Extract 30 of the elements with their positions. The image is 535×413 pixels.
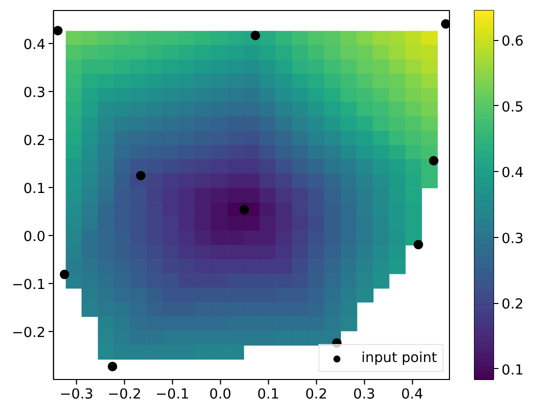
point bbox=[136, 170, 146, 180]
x-tick-label: 0.0 bbox=[209, 386, 232, 402]
y-tick-label: 0.0 bbox=[23, 229, 46, 246]
y-tick-label: 0.4 bbox=[23, 37, 46, 54]
y-tick-label: 0.2 bbox=[23, 133, 46, 150]
point bbox=[440, 19, 450, 29]
color-bar-label: 0.3 bbox=[502, 230, 524, 247]
x-tick-label: 0.2 bbox=[305, 386, 328, 402]
x-tick-label: −0.2 bbox=[108, 386, 142, 402]
x-tick-label: 0.3 bbox=[353, 386, 376, 402]
legend-label: input point bbox=[361, 350, 437, 366]
point bbox=[60, 270, 70, 280]
point bbox=[54, 26, 63, 36]
color-bar-label: 0.5 bbox=[502, 99, 524, 116]
y-tick-label: −0.1 bbox=[12, 277, 46, 294]
x-tick-label: 0.4 bbox=[401, 386, 424, 402]
color-bar-label: 0.6 bbox=[502, 34, 524, 50]
y-tick-label: −0.2 bbox=[12, 325, 46, 342]
y-tick-label: 0.1 bbox=[23, 181, 46, 198]
x-tick-label: −0.1 bbox=[156, 386, 190, 402]
point bbox=[240, 204, 250, 214]
y-tick-label: 0.3 bbox=[23, 85, 46, 102]
point bbox=[428, 156, 438, 166]
point bbox=[108, 362, 118, 372]
point bbox=[414, 240, 424, 250]
x-tick-label: 0.1 bbox=[257, 386, 280, 402]
x-tick-label: −0.3 bbox=[60, 386, 94, 402]
color-bar-label: 0.4 bbox=[502, 165, 524, 182]
color-bar-label: 0.2 bbox=[502, 296, 524, 313]
color-bar-label: 0.1 bbox=[502, 362, 524, 378]
